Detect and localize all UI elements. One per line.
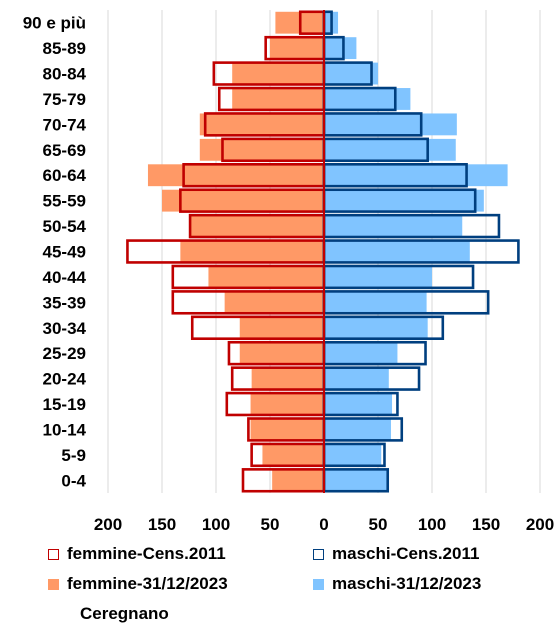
y-tick-label-90-e-pi: 90 e più	[23, 14, 86, 33]
bar-femmine-31-12-2023-5-9	[262, 443, 324, 466]
legend-item-femmine-cens-2011: femmine-Cens.2011	[48, 544, 226, 564]
chart-title: Ceregnano	[80, 604, 169, 623]
y-tick-label-30-34: 30-34	[43, 319, 87, 338]
y-tick-label-0-4: 0-4	[61, 471, 86, 490]
bar-maschi-31-12-2023-80-84	[324, 62, 378, 85]
y-tick-label-10-14: 10-14	[43, 420, 87, 439]
bar-maschi-31-12-2023-50-54	[324, 215, 463, 238]
bar-femmine-31-12-2023-20-24	[251, 367, 324, 390]
y-tick-label-60-64: 60-64	[43, 166, 87, 185]
bar-maschi-31-12-2023-30-34	[324, 316, 428, 339]
y-tick-label-50-54: 50-54	[43, 217, 87, 236]
bar-maschi-31-12-2023-25-29	[324, 342, 398, 365]
bar-maschi-31-12-2023-35-39	[324, 291, 427, 314]
x-tick-label-3: 50	[261, 515, 280, 534]
bar-femmine-31-12-2023-60-64	[147, 164, 324, 187]
legend-swatch-femmine-2023	[48, 578, 59, 590]
x-tick-label-2: 100	[202, 515, 230, 534]
y-tick-label-45-49: 45-49	[43, 243, 86, 262]
bar-maschi-31-12-2023-20-24	[324, 367, 389, 390]
bar-femmine-31-12-2023-80-84	[232, 62, 324, 85]
legend-item-maschi-2023: maschi-31/12/2023	[313, 574, 481, 594]
bar-femmine-31-12-2023-35-39	[224, 291, 324, 314]
bar-maschi-31-12-2023-85-89	[324, 37, 357, 60]
y-tick-label-35-39: 35-39	[43, 293, 86, 312]
legend-swatch-maschi-2023	[313, 578, 324, 590]
y-tick-label-40-44: 40-44	[43, 268, 87, 287]
bar-femmine-31-12-2023-15-19	[250, 393, 324, 415]
legend-item-maschi-cens-2011: maschi-Cens.2011	[313, 544, 479, 564]
filled-bars	[147, 11, 508, 492]
bar-femmine-31-12-2023-10-14	[250, 418, 324, 441]
x-tick-labels: 200 150 100 50 0 50 100 150 200	[94, 515, 554, 534]
y-tick-label-65-69: 65-69	[43, 141, 86, 160]
x-tick-label-7: 150	[472, 515, 500, 534]
bar-maschi-31-12-2023-75-79	[324, 88, 411, 110]
bar-femmine-31-12-2023-25-29	[239, 342, 324, 365]
x-tick-label-4: 0	[319, 515, 328, 534]
legend-label-maschi-2023: maschi-31/12/2023	[332, 574, 482, 593]
legend-item-femmine-2023: femmine-31/12/2023	[48, 574, 228, 594]
y-tick-label-85-89: 85-89	[43, 39, 86, 58]
x-tick-label-5: 50	[369, 515, 388, 534]
bar-femmine-31-12-2023-50-54	[190, 215, 324, 238]
bar-maschi-31-12-2023-40-44	[324, 265, 432, 288]
y-tick-label-5-9: 5-9	[61, 446, 86, 465]
y-tick-label-75-79: 75-79	[43, 90, 86, 109]
bar-maschi-31-12-2023-0-4	[324, 469, 387, 492]
legend-label-femmine-2023: femmine-31/12/2023	[67, 574, 228, 593]
legend-swatch-femmine-cens-2011	[48, 548, 59, 560]
bar-femmine-31-12-2023-45-49	[180, 240, 324, 263]
bar-maschi-31-12-2023-70-74	[324, 113, 457, 136]
legend-swatch-maschi-cens-2011	[313, 548, 324, 560]
bar-femmine-31-12-2023-55-59	[162, 189, 324, 212]
bar-femmine-31-12-2023-40-44	[208, 265, 324, 288]
bar-maschi-31-12-2023-5-9	[324, 443, 382, 466]
bar-maschi-31-12-2023-65-69	[324, 138, 456, 161]
x-tick-label-8: 200	[526, 515, 554, 534]
legend-label-maschi-cens-2011: maschi-Cens.2011	[332, 544, 480, 563]
y-tick-label-55-59: 55-59	[43, 192, 86, 211]
bar-maschi-31-12-2023-10-14	[324, 418, 391, 441]
bar-maschi-31-12-2023-15-19	[324, 393, 393, 415]
bar-maschi-31-12-2023-45-49	[324, 240, 470, 263]
bar-maschi-31-12-2023-60-64	[324, 164, 508, 187]
x-tick-label-6: 100	[418, 515, 446, 534]
bar-femmine-31-12-2023-85-89	[270, 37, 324, 60]
y-tick-label-25-29: 25-29	[43, 344, 86, 363]
bar-femmine-31-12-2023-70-74	[199, 113, 324, 136]
bar-maschi-31-12-2023-55-59	[324, 189, 484, 212]
bar-femmine-31-12-2023-30-34	[239, 316, 324, 339]
y-tick-label-80-84: 80-84	[43, 65, 87, 84]
bar-femmine-31-12-2023-0-4	[272, 469, 324, 492]
y-tick-label-70-74: 70-74	[43, 115, 87, 134]
y-tick-label-15-19: 15-19	[43, 395, 86, 414]
bar-femmine-31-12-2023-75-79	[232, 88, 324, 110]
bar-femmine-31-12-2023-65-69	[199, 138, 324, 161]
x-tick-label-1: 150	[148, 515, 176, 534]
y-tick-label-20-24: 20-24	[43, 370, 87, 389]
legend-label-femmine-cens-2011: femmine-Cens.2011	[67, 544, 226, 563]
x-tick-label-0: 200	[94, 515, 122, 534]
y-tick-labels: 0-4 5-9 10-14 15-19 20-24 25-29 30-34 35-39 40-4…	[23, 14, 87, 491]
